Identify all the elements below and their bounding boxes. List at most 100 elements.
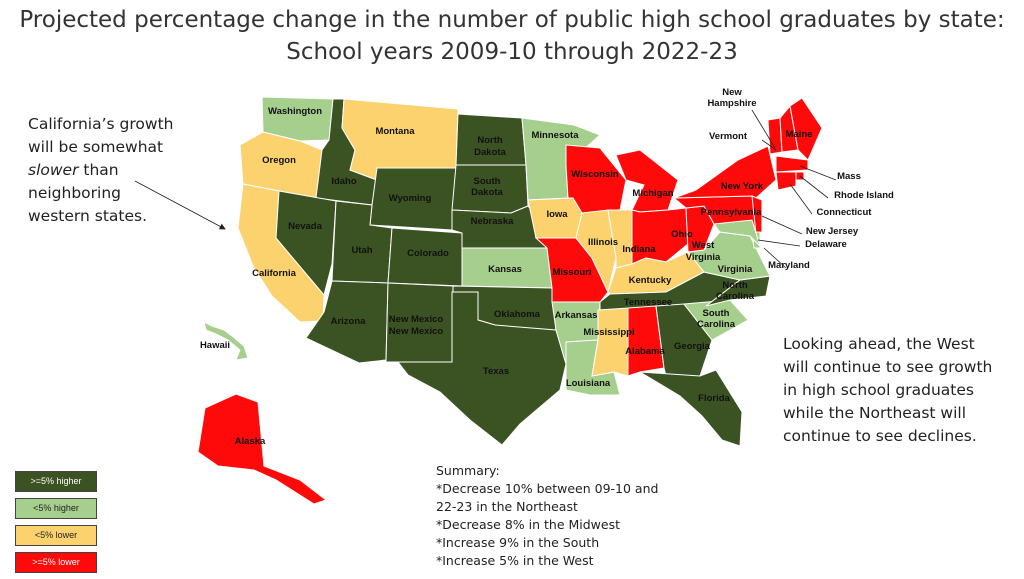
state-label: Maine: [786, 129, 813, 140]
state-label: Georgia: [674, 341, 711, 352]
states-layer: [197, 96, 823, 505]
state-maryland: [713, 219, 761, 247]
summary-line: *Increase 9% in the South: [436, 535, 600, 550]
state-label: Delaware: [805, 239, 847, 250]
state-label: Texas: [483, 366, 509, 377]
state-pointer-line: [761, 139, 777, 151]
state-label: Virginia: [686, 252, 721, 263]
state-pointer-line: [751, 109, 776, 149]
summary-line: *Decrease 10% between 09-10 and: [436, 481, 659, 496]
state-label: South: [474, 176, 501, 187]
state-new-york: [673, 145, 777, 199]
west-note-line-3: in high school graduates: [783, 381, 974, 399]
ca-note-rest: than: [78, 161, 119, 179]
legend-item-low: <5% lower: [15, 525, 97, 546]
state-label: Carolina: [716, 291, 755, 302]
state-label: Idaho: [331, 176, 357, 187]
state-label: Kentucky: [629, 275, 672, 286]
state-label: Pennsylvania: [701, 207, 762, 218]
state-label: Maryland: [768, 260, 810, 271]
state-label: California: [252, 268, 297, 279]
state-label: Oregon: [262, 155, 296, 166]
ca-note-line-5: western states.: [28, 207, 148, 225]
summary-heading: Summary:: [436, 463, 500, 478]
state-label: Arizona: [331, 316, 367, 327]
summary-line: 22-23 in the Northeast: [436, 499, 578, 514]
ca-note-line-3: slower than: [28, 159, 198, 182]
state-label: Alabama: [625, 346, 665, 357]
california-annotation-arrow: [134, 180, 226, 230]
state-label: Mississippi: [583, 327, 634, 338]
ca-note-line-1: California’s growth: [28, 115, 174, 133]
legend-item-low5: >=5% lower: [15, 552, 97, 573]
state-virginia: [687, 231, 771, 281]
state-mass: [775, 155, 809, 173]
pointer-lines-layer: [751, 109, 837, 269]
legend-item-high: <5% higher: [15, 498, 97, 519]
state-label: New Mexico: [389, 314, 444, 325]
title-line-2: School years 2009-10 through 2022-23: [286, 39, 738, 65]
state-label: New Mexico: [389, 326, 444, 337]
state-label: North: [477, 135, 503, 146]
state-maine: [789, 97, 823, 161]
summary-line: *Decrease 8% in the Midwest: [436, 517, 621, 532]
state-label: Hawaii: [200, 340, 230, 351]
state-pointer-line: [761, 215, 803, 235]
state-label: Iowa: [546, 209, 568, 220]
state-texas: [396, 291, 567, 446]
state-label: Kansas: [488, 264, 522, 275]
west-note-line-5: continue to see declines.: [783, 427, 977, 445]
west-annotation: Looking ahead, the West will continue to…: [783, 333, 1008, 448]
state-pointer-line: [757, 239, 801, 247]
state-label: Indiana: [622, 244, 656, 255]
state-connecticut: [775, 171, 797, 191]
ca-note-italic: slower: [28, 161, 79, 179]
state-label: Rhode Island: [834, 190, 894, 201]
state-nevada: [275, 190, 337, 297]
state-label: Nebraska: [471, 216, 514, 227]
state-pointer-line: [763, 247, 787, 269]
state-label: New: [722, 87, 742, 98]
west-note-line-2: will continue to see growth: [783, 358, 993, 376]
state-label: Washington: [268, 106, 322, 117]
state-north-carolina: [705, 275, 771, 307]
state-label: Mass: [837, 171, 861, 182]
state-label: Montana: [375, 126, 415, 137]
map-title: Projected percentage change in the numbe…: [0, 4, 1024, 68]
state-label: Utah: [351, 245, 372, 256]
state-hawaii: [203, 321, 249, 361]
state-pointer-line: [799, 175, 829, 199]
state-label: Wyoming: [389, 193, 432, 204]
west-note-line-4: while the Northeast will: [783, 404, 967, 422]
state-label: Dakota: [474, 147, 506, 158]
state-label: Hampshire: [707, 98, 756, 109]
state-label: Arkansas: [555, 310, 598, 321]
state-label: Oklahoma: [494, 309, 541, 320]
state-label: Vermont: [709, 131, 748, 142]
state-washington: [261, 96, 334, 142]
state-label: Michigan: [632, 188, 673, 199]
state-label: West: [692, 240, 715, 251]
state-label: Alaska: [235, 436, 266, 447]
ca-note-line-2: will be somewhat: [28, 138, 164, 156]
state-label: Ohio: [671, 229, 693, 240]
state-pointer-line: [789, 183, 813, 215]
california-annotation: California’s growth will be somewhat slo…: [28, 113, 198, 228]
state-label: Carolina: [697, 319, 736, 330]
state-label: Florida: [698, 393, 730, 404]
state-florida: [639, 369, 743, 447]
state-label: Illinois: [588, 237, 618, 248]
title-line-1: Projected percentage change in the numbe…: [19, 7, 1005, 33]
state-new-jersey: [751, 195, 763, 235]
west-note-line-1: Looking ahead, the West: [783, 335, 975, 353]
state-label: Connecticut: [817, 207, 873, 218]
state-label: North: [722, 280, 748, 291]
legend-item-high5: >=5% higher: [15, 471, 97, 492]
state-label: Wisconsin: [571, 169, 619, 180]
legend: >=5% higher <5% higher <5% lower >=5% lo…: [15, 471, 97, 579]
state-wyoming: [369, 167, 457, 231]
state-label: Virginia: [718, 264, 753, 275]
state-label: Dakota: [471, 187, 503, 198]
state-alaska: [197, 393, 328, 505]
